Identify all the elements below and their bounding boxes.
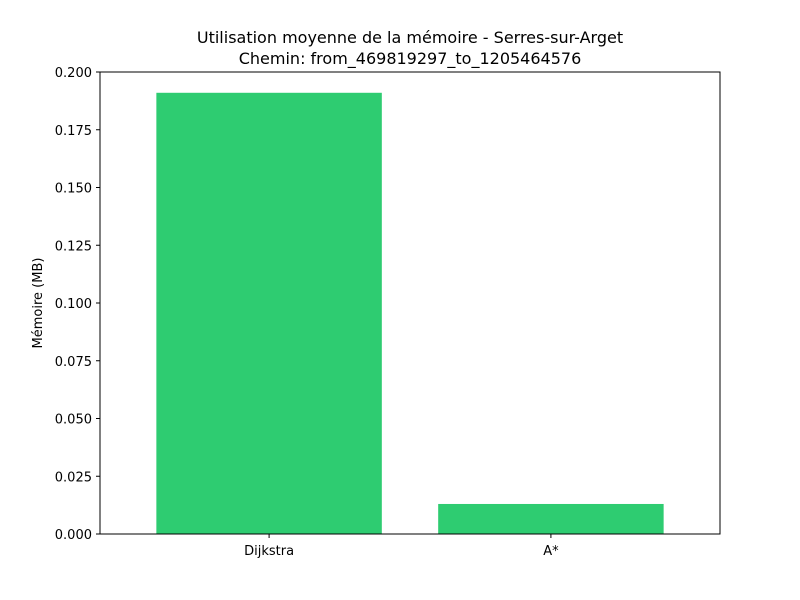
y-tick-label: 0.025 — [55, 470, 92, 485]
bars-layer — [156, 92, 664, 534]
y-tick-label: 0.150 — [55, 182, 92, 197]
x-tick-label: Dijkstra — [244, 544, 294, 559]
y-tick-label: 0.050 — [55, 413, 92, 428]
x-tick-label: A* — [543, 544, 559, 559]
y-tick-label: 0.100 — [55, 297, 92, 312]
plot-area-frame — [99, 71, 721, 535]
bar-a — [438, 503, 664, 534]
y-tick-label: 0.200 — [55, 66, 92, 81]
y-tick-label: 0.075 — [55, 355, 92, 370]
y-tick-label: 0.125 — [55, 239, 92, 254]
chart-title: Utilisation moyenne de la mémoire - Serr… — [197, 28, 623, 47]
ticks-layer: Dijkstra A* 0.000 0.025 0.050 0.075 0.100 0.125… — [55, 66, 559, 559]
bar-dijkstra — [156, 92, 382, 534]
y-tick-label: 0.175 — [55, 124, 92, 139]
chart-subtitle: Chemin: from_469819297_to_1205464576 — [239, 49, 582, 69]
y-tick-label: 0.000 — [55, 528, 92, 543]
y-axis-label: Mémoire (MB) — [31, 258, 46, 349]
